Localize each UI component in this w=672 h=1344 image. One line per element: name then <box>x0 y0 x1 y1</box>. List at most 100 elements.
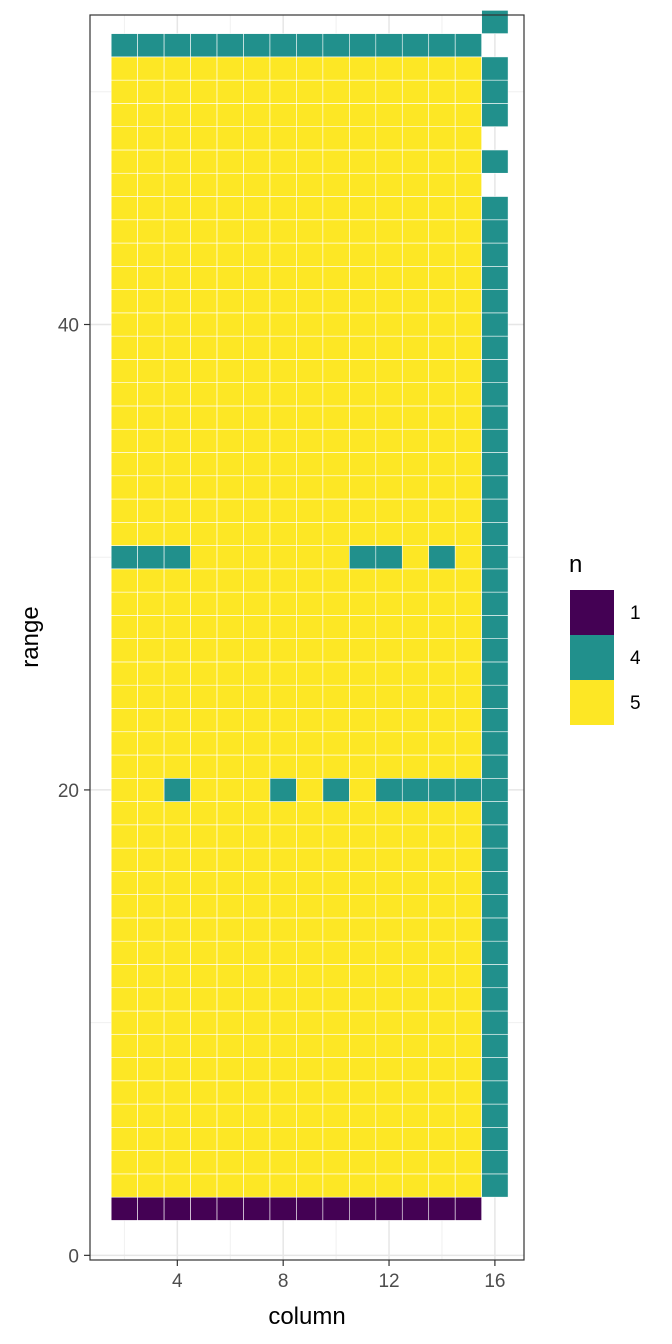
y-tick-label: 20 <box>58 781 79 802</box>
tile-c13-r31 <box>401 522 430 546</box>
tile-c4-r32 <box>163 498 191 523</box>
tile-c6-r40 <box>216 312 244 337</box>
tile-c3-r48 <box>137 126 165 151</box>
tile-c13-r13 <box>401 940 430 965</box>
tile-c11-r32 <box>349 498 377 523</box>
tile-c11-r3 <box>349 1173 377 1198</box>
tile-c10-r49 <box>322 103 350 128</box>
tile-c3-r46 <box>137 172 165 197</box>
tile-c4-r19 <box>163 801 191 826</box>
tile-c4-r30 <box>163 545 191 570</box>
y-tick-label: 0 <box>68 1246 79 1267</box>
tile-c15-r41 <box>454 289 482 314</box>
tile-c6-r7 <box>216 1080 244 1105</box>
tile-c3-r45 <box>137 196 165 221</box>
tile-c8-r15 <box>269 894 297 919</box>
tile-c15-r8 <box>454 1057 482 1082</box>
tile-c4-r49 <box>163 103 191 128</box>
tile-c10-r7 <box>322 1080 350 1105</box>
tile-c14-r17 <box>428 847 456 872</box>
tile-c8-r8 <box>269 1057 297 1082</box>
tile-c2-r26 <box>110 638 138 663</box>
tile-c14-r36 <box>428 405 456 430</box>
tile-c5-r46 <box>190 172 218 197</box>
tile-c2-r31 <box>110 522 138 546</box>
tile-c5-r13 <box>190 940 218 965</box>
tile-c13-r32 <box>401 498 430 523</box>
tile-c2-r46 <box>110 172 138 197</box>
tile-c16-r9 <box>481 1033 509 1058</box>
tile-c13-r7 <box>401 1080 430 1105</box>
tile-c10-r34 <box>322 452 350 477</box>
tile-c8-r35 <box>269 428 297 453</box>
tile-c9-r15 <box>296 894 324 919</box>
tile-c8-r49 <box>269 103 297 128</box>
tile-c6-r35 <box>216 428 244 453</box>
tile-c5-r41 <box>190 289 218 314</box>
tile-c6-r31 <box>216 522 244 546</box>
tile-c7-r2 <box>243 1196 271 1221</box>
tile-c7-r22 <box>243 731 271 756</box>
tile-c6-r5 <box>216 1127 244 1151</box>
tile-c14-r44 <box>428 219 456 244</box>
tile-c10-r28 <box>322 591 350 616</box>
tile-c7-r17 <box>243 847 271 872</box>
tile-c10-r36 <box>322 405 350 430</box>
tile-c15-r47 <box>454 149 482 174</box>
tile-c14-r27 <box>428 615 456 639</box>
tile-c5-r3 <box>190 1173 218 1198</box>
tile-c9-r46 <box>296 172 324 197</box>
tile-c6-r28 <box>216 591 244 616</box>
tile-c13-r10 <box>401 1010 430 1035</box>
tile-c6-r2 <box>216 1196 244 1221</box>
tile-c10-r14 <box>322 917 350 942</box>
tile-c5-r5 <box>190 1127 218 1151</box>
tile-c3-r11 <box>137 987 165 1012</box>
tile-c14-r40 <box>428 312 456 337</box>
tile-c16-r35 <box>481 428 509 453</box>
tile-c2-r24 <box>110 684 138 709</box>
tile-c13-r37 <box>401 382 430 407</box>
tile-c3-r24 <box>137 684 165 709</box>
tile-c6-r14 <box>216 917 244 942</box>
tile-c5-r20 <box>190 777 218 802</box>
tile-c12-r40 <box>375 312 403 337</box>
tile-c10-r17 <box>322 847 350 872</box>
tile-c9-r47 <box>296 149 324 174</box>
tile-c6-r15 <box>216 894 244 919</box>
tile-c14-r8 <box>428 1057 456 1082</box>
tile-c13-r30 <box>401 545 430 570</box>
tile-c8-r38 <box>269 359 297 383</box>
tile-c4-r39 <box>163 335 191 360</box>
tile-c11-r10 <box>349 1010 377 1035</box>
tile-c2-r6 <box>110 1103 138 1128</box>
tile-c11-r51 <box>349 56 377 81</box>
tile-c7-r49 <box>243 103 271 128</box>
tile-c8-r30 <box>269 545 297 570</box>
tile-c9-r44 <box>296 219 324 244</box>
tile-c3-r5 <box>137 1127 165 1151</box>
tile-c8-r11 <box>269 987 297 1012</box>
tile-c9-r14 <box>296 917 324 942</box>
tile-c11-r39 <box>349 335 377 360</box>
tile-c14-r11 <box>428 987 456 1012</box>
tile-c15-r12 <box>454 964 482 989</box>
tile-c3-r39 <box>137 335 165 360</box>
tile-c7-r51 <box>243 56 271 81</box>
tile-c12-r6 <box>375 1103 403 1128</box>
tile-c15-r34 <box>454 452 482 477</box>
tile-c16-r3 <box>481 1173 509 1198</box>
tile-c16-r8 <box>481 1057 509 1082</box>
tile-c7-r32 <box>243 498 271 523</box>
tile-c6-r49 <box>216 103 244 128</box>
tile-c5-r35 <box>190 428 218 453</box>
tile-c4-r12 <box>163 964 191 989</box>
tile-c3-r22 <box>137 731 165 756</box>
tile-c14-r39 <box>428 335 456 360</box>
tile-c12-r28 <box>375 591 403 616</box>
tile-c11-r13 <box>349 940 377 965</box>
tile-c14-r32 <box>428 498 456 523</box>
tile-c15-r30 <box>454 545 482 570</box>
tile-c5-r45 <box>190 196 218 221</box>
tile-c12-r36 <box>375 405 403 430</box>
